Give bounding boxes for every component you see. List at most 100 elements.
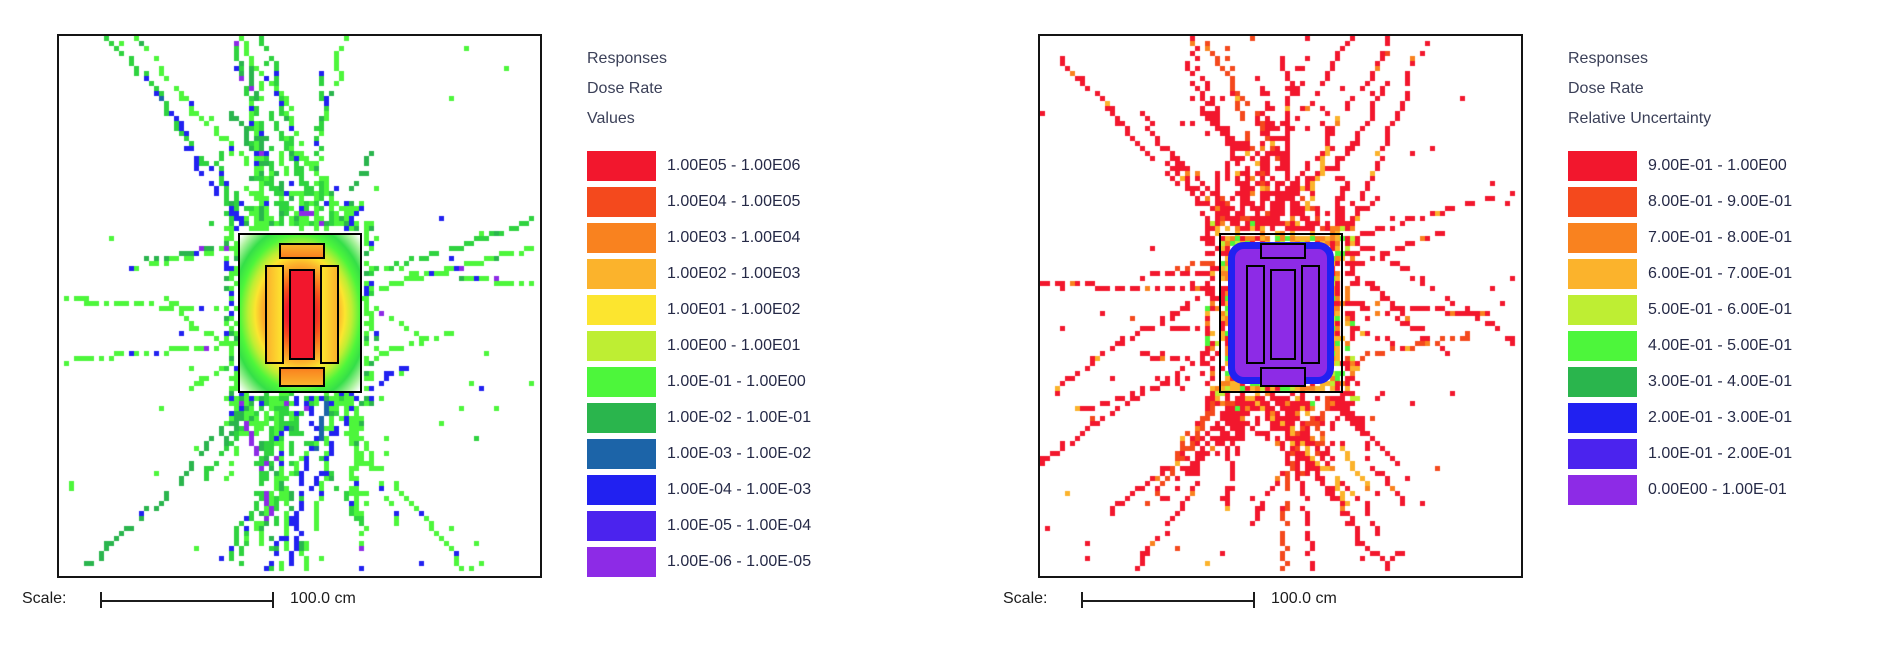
legend-swatch: [1568, 223, 1637, 253]
legend-title: Responses Dose Rate Relative Uncertainty: [1568, 44, 1858, 134]
legend-swatch: [587, 295, 656, 325]
legend-swatch: [1568, 187, 1637, 217]
legend-row: 9.00E-01 - 1.00E00: [1568, 151, 1858, 181]
legend-title-line: Responses: [1568, 50, 1649, 67]
legend-bin-label: 1.00E-06 - 1.00E-05: [667, 553, 812, 570]
legend-bin-label: 1.00E-01 - 2.00E-01: [1648, 445, 1793, 462]
legend-title-line: Values: [587, 110, 635, 127]
legend-row: 1.00E-05 - 1.00E-04: [587, 511, 877, 541]
dose-rate-uncertainty-plot: [1038, 34, 1523, 578]
legend-bin-label: 1.00E-02 - 1.00E-01: [667, 409, 812, 426]
legend-row: 3.00E-01 - 4.00E-01: [1568, 367, 1858, 397]
dose-rate-uncertainty-panel: Responses Dose Rate Relative Uncertainty…: [981, 0, 1878, 666]
legend-swatch: [1568, 367, 1637, 397]
legend-row: 1.00E-04 - 1.00E-03: [587, 475, 877, 505]
legend-row: 2.00E-01 - 3.00E-01: [1568, 403, 1858, 433]
cask-outline: [1219, 233, 1343, 393]
cask-top-plug: [1260, 243, 1306, 259]
legend-swatch: [1568, 403, 1637, 433]
cask-right-column: [1301, 265, 1320, 364]
legend-swatch: [1568, 439, 1637, 469]
legend-title-line: Dose Rate: [1568, 80, 1644, 97]
scale-bar-right-tick: [272, 592, 274, 608]
legend-bin-label: 1.00E00 - 1.00E01: [667, 337, 801, 354]
legend-rows: 1.00E05 - 1.00E06 1.00E04 - 1.00E05 1.00E0…: [587, 151, 877, 577]
legend-bin-label: 9.00E-01 - 1.00E00: [1648, 157, 1787, 174]
dose-rate-values-plot: [57, 34, 542, 578]
legend-swatch: [1568, 259, 1637, 289]
legend-row: 7.00E-01 - 8.00E-01: [1568, 223, 1858, 253]
legend-row: 8.00E-01 - 9.00E-01: [1568, 187, 1858, 217]
legend-bin-label: 5.00E-01 - 6.00E-01: [1648, 301, 1793, 318]
scale-bar-line: [100, 600, 274, 602]
legend-bin-label: 1.00E-04 - 1.00E-03: [667, 481, 812, 498]
legend-bin-label: 1.00E05 - 1.00E06: [667, 157, 801, 174]
scale-value: 100.0 cm: [290, 590, 356, 607]
cask-center-column: [1270, 269, 1296, 360]
dose-rate-values-legend: Responses Dose Rate Values 1.00E05 - 1.0…: [587, 44, 877, 583]
legend-row: 1.00E03 - 1.00E04: [587, 223, 877, 253]
legend-rows: 9.00E-01 - 1.00E00 8.00E-01 - 9.00E-01 7.0…: [1568, 151, 1858, 505]
cask-bottom-plug: [279, 367, 325, 387]
legend-row: 1.00E-06 - 1.00E-05: [587, 547, 877, 577]
legend-swatch: [587, 223, 656, 253]
legend-row: 1.00E04 - 1.00E05: [587, 187, 877, 217]
legend-bin-label: 2.00E-01 - 3.00E-01: [1648, 409, 1793, 426]
legend-swatch: [587, 151, 656, 181]
legend-bin-label: 4.00E-01 - 5.00E-01: [1648, 337, 1793, 354]
scale-bar-right-tick: [1253, 592, 1255, 608]
legend-row: 1.00E02 - 1.00E03: [587, 259, 877, 289]
legend-row: 1.00E01 - 1.00E02: [587, 295, 877, 325]
cask-top-plug: [279, 243, 325, 259]
dose-rate-values-panel: Responses Dose Rate Values 1.00E05 - 1.0…: [0, 0, 900, 666]
cask-outline: [238, 233, 362, 393]
legend-bin-label: 1.00E01 - 1.00E02: [667, 301, 801, 318]
legend-swatch: [587, 331, 656, 361]
legend-swatch: [1568, 151, 1637, 181]
legend-bin-label: 1.00E03 - 1.00E04: [667, 229, 801, 246]
legend-row: 1.00E05 - 1.00E06: [587, 151, 877, 181]
cask-left-column: [265, 265, 284, 364]
scale-value: 100.0 cm: [1271, 590, 1337, 607]
legend-swatch: [587, 259, 656, 289]
legend-bin-label: 3.00E-01 - 4.00E-01: [1648, 373, 1793, 390]
legend-bin-label: 1.00E02 - 1.00E03: [667, 265, 801, 282]
legend-row: 0.00E00 - 1.00E-01: [1568, 475, 1858, 505]
legend-title-line: Relative Uncertainty: [1568, 110, 1712, 127]
legend-title-line: Responses: [587, 50, 668, 67]
legend-row: 6.00E-01 - 7.00E-01: [1568, 259, 1858, 289]
legend-bin-label: 0.00E00 - 1.00E-01: [1648, 481, 1787, 498]
legend-bin-label: 7.00E-01 - 8.00E-01: [1648, 229, 1793, 246]
legend-bin-label: 1.00E-01 - 1.00E00: [667, 373, 806, 390]
legend-bin-label: 1.00E-05 - 1.00E-04: [667, 517, 812, 534]
legend-swatch: [587, 187, 656, 217]
legend-row: 1.00E00 - 1.00E01: [587, 331, 877, 361]
legend-swatch: [1568, 295, 1637, 325]
scale-label: Scale:: [1003, 590, 1048, 607]
legend-row: 4.00E-01 - 5.00E-01: [1568, 331, 1858, 361]
legend-swatch: [1568, 475, 1637, 505]
legend-swatch: [587, 511, 656, 541]
legend-title-line: Dose Rate: [587, 80, 663, 97]
legend-row: 1.00E-03 - 1.00E-02: [587, 439, 877, 469]
legend-swatch: [587, 403, 656, 433]
legend-bin-label: 1.00E04 - 1.00E05: [667, 193, 801, 210]
legend-row: 1.00E-01 - 2.00E-01: [1568, 439, 1858, 469]
legend-bin-label: 8.00E-01 - 9.00E-01: [1648, 193, 1793, 210]
legend-swatch: [1568, 331, 1637, 361]
legend-title: Responses Dose Rate Values: [587, 44, 877, 134]
legend-bin-label: 6.00E-01 - 7.00E-01: [1648, 265, 1793, 282]
legend-swatch: [587, 475, 656, 505]
legend-row: 1.00E-01 - 1.00E00: [587, 367, 877, 397]
legend-swatch: [587, 547, 656, 577]
dose-rate-uncertainty-legend: Responses Dose Rate Relative Uncertainty…: [1568, 44, 1858, 511]
legend-row: 1.00E-02 - 1.00E-01: [587, 403, 877, 433]
cask-right-column: [320, 265, 339, 364]
legend-row: 5.00E-01 - 6.00E-01: [1568, 295, 1858, 325]
legend-swatch: [587, 439, 656, 469]
cask-center-column: [289, 269, 315, 360]
legend-swatch: [587, 367, 656, 397]
scale-label: Scale:: [22, 590, 67, 607]
scale-bar-line: [1081, 600, 1255, 602]
legend-bin-label: 1.00E-03 - 1.00E-02: [667, 445, 812, 462]
